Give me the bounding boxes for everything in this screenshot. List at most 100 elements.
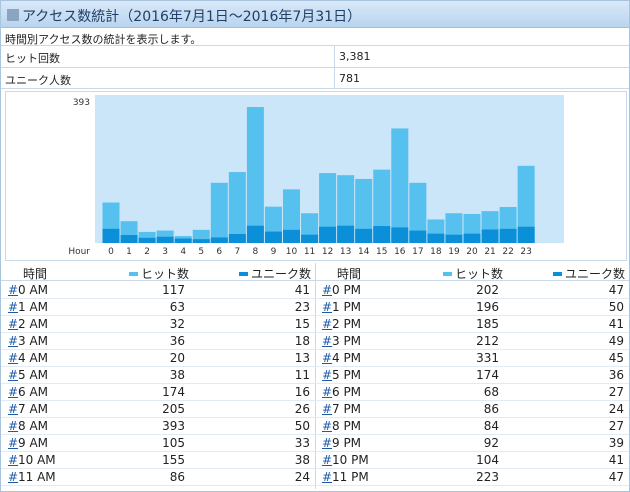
row-anchor-link[interactable]: #	[8, 283, 19, 297]
x-tick-label: 21	[484, 247, 495, 257]
row-uniques: 24	[608, 402, 624, 416]
row-time: 11 PM	[332, 470, 369, 484]
x-tick-label: 12	[322, 247, 333, 257]
table-row: #1 AM 63 23 #1 PM 196 50	[1, 299, 629, 316]
row-anchor-link[interactable]: #	[322, 385, 333, 399]
title-bar: アクセス数統計（2016年7月1日～2016年7月31日）	[1, 1, 629, 28]
table-row: #10 AM 155 38 #10 PM 104 41	[1, 452, 629, 469]
row-anchor-link[interactable]: #	[322, 368, 333, 382]
row-anchor-link[interactable]: #	[8, 351, 19, 365]
x-tick-label: 19	[448, 247, 460, 257]
bar-uniques	[499, 228, 517, 243]
row-time: 2 AM	[18, 317, 49, 331]
page-title: アクセス数統計（2016年7月1日～2016年7月31日）	[22, 9, 362, 25]
row-anchor-link[interactable]: #	[8, 436, 19, 450]
stat-value: 781	[339, 72, 360, 85]
bar-uniques	[463, 233, 481, 243]
x-tick-label: 15	[376, 247, 387, 257]
bar-hits	[138, 231, 156, 243]
row-hits: 86	[169, 470, 185, 484]
row-anchor-link[interactable]: #	[322, 402, 333, 416]
row-anchor-link[interactable]: #	[8, 402, 19, 416]
row-anchor-link[interactable]: #	[8, 385, 19, 399]
row-anchor-link[interactable]: #	[322, 317, 333, 331]
row-hits: 185	[476, 317, 499, 331]
row-anchor-link[interactable]: #	[322, 351, 333, 365]
row-anchor-link[interactable]: #	[322, 334, 333, 348]
x-tick-label: 11	[304, 247, 315, 257]
bar-hits	[283, 189, 300, 243]
row-hits: 84	[483, 419, 499, 433]
header-time: 時間	[23, 267, 48, 281]
row-uniques: 18	[294, 334, 310, 348]
bar-uniques	[373, 226, 391, 243]
row-anchor-link[interactable]: #	[322, 470, 333, 484]
row-hits: 36	[169, 334, 185, 348]
row-hits: 117	[162, 283, 185, 297]
row-hits: 38	[169, 368, 185, 382]
x-tick-label: 7	[234, 247, 240, 257]
table-row: #2 AM 32 15 #2 PM 185 41	[1, 316, 629, 333]
row-time: 9 PM	[332, 436, 362, 450]
stat-label: ユニーク人数	[5, 74, 71, 87]
x-tick-label: 1	[126, 247, 132, 257]
row-anchor-link[interactable]: #	[322, 283, 333, 297]
row-uniques: 27	[608, 385, 624, 399]
row-hits: 202	[476, 283, 499, 297]
row-time: 11 AM	[18, 470, 56, 484]
bar-uniques	[301, 234, 319, 243]
x-tick-label: 2	[144, 247, 150, 257]
row-uniques: 36	[608, 368, 624, 382]
row-time: 3 AM	[18, 334, 49, 348]
row-anchor-link[interactable]: #	[8, 334, 19, 348]
bar-uniques	[156, 236, 174, 243]
stat-label: ヒット回数	[5, 52, 60, 65]
bar-uniques	[283, 229, 300, 243]
row-uniques: 24	[294, 470, 310, 484]
row-anchor-link[interactable]: #	[322, 300, 333, 314]
row-uniques: 11	[294, 368, 310, 382]
row-hits: 393	[162, 419, 185, 433]
x-tick-label: 3	[162, 247, 168, 257]
bar-hits	[319, 173, 337, 243]
bar-uniques	[264, 231, 282, 243]
row-hits: 86	[483, 402, 499, 416]
bar-uniques	[192, 239, 210, 243]
row-uniques: 47	[608, 283, 624, 297]
table-row: #4 AM 20 13 #4 PM 331 45	[1, 350, 629, 367]
row-anchor-link[interactable]: #	[8, 470, 19, 484]
table-row: #9 AM 105 33 #9 PM 92 39	[1, 435, 629, 452]
row-uniques: 49	[608, 334, 624, 348]
row-anchor-link[interactable]: #	[8, 300, 19, 314]
bar-uniques	[355, 228, 373, 243]
row-time: 5 AM	[18, 368, 49, 382]
table-row: #11 AM 86 24 #11 PM 223 47	[1, 469, 629, 486]
row-hits: 331	[476, 351, 499, 365]
row-anchor-link[interactable]: #	[322, 419, 333, 433]
bar-hits	[246, 107, 264, 243]
row-anchor-link[interactable]: #	[8, 453, 19, 467]
stat-separator	[334, 68, 335, 89]
row-hits: 20	[169, 351, 185, 365]
row-hits: 174	[162, 385, 185, 399]
x-tick-label: 6	[216, 247, 222, 257]
x-tick-label: 13	[340, 247, 351, 257]
row-hits: 212	[476, 334, 499, 348]
bar-uniques	[120, 235, 138, 243]
bar-uniques	[481, 229, 499, 243]
row-anchor-link[interactable]: #	[8, 368, 19, 382]
row-anchor-link[interactable]: #	[322, 436, 333, 450]
row-hits: 32	[169, 317, 185, 331]
row-uniques: 50	[608, 300, 624, 314]
row-hits: 68	[483, 385, 499, 399]
row-time: 5 PM	[332, 368, 362, 382]
row-uniques: 50	[294, 419, 310, 433]
bar-uniques	[174, 238, 192, 243]
bar-uniques	[517, 226, 535, 243]
x-tick-label: 17	[412, 247, 423, 257]
header-uniques-label: ユニーク数	[565, 267, 626, 281]
row-anchor-link[interactable]: #	[8, 317, 19, 331]
row-anchor-link[interactable]: #	[322, 453, 333, 467]
row-anchor-link[interactable]: #	[8, 419, 19, 433]
